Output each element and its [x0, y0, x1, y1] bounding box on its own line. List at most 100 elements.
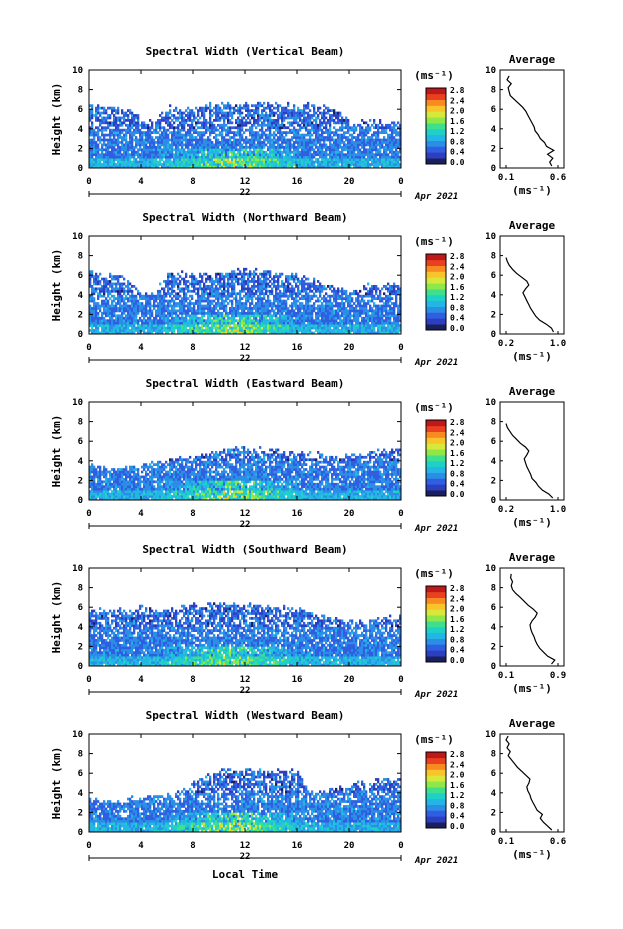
heatmap-cell [125, 155, 128, 159]
heatmap-cell [187, 287, 190, 291]
heatmap-cell [247, 280, 250, 283]
heatmap-cell [185, 114, 188, 117]
heatmap-cell [205, 119, 208, 122]
heatmap-cell [135, 307, 138, 310]
heatmap-cell [269, 270, 272, 274]
heatmap-cell [195, 329, 198, 332]
heatmap-cell [311, 114, 314, 117]
heatmap-cell [133, 311, 136, 315]
heatmap-cell [269, 160, 272, 164]
heatmap-cell [233, 316, 236, 320]
heatmap-cell [255, 109, 258, 112]
heatmap-cell [249, 324, 252, 327]
heatmap-cell [307, 114, 310, 117]
heatmap-cell [173, 319, 176, 323]
heatmap-cell [121, 316, 124, 320]
heatmap-cell [229, 282, 232, 286]
heatmap-cell [357, 163, 360, 166]
heatmap-cell [223, 143, 226, 147]
heatmap-cell [189, 119, 192, 122]
heatmap-cell [247, 116, 250, 120]
heatmap-cell [247, 285, 250, 288]
heatmap-cell [283, 123, 286, 127]
heatmap-cell [187, 319, 190, 323]
heatmap-cell [101, 285, 104, 288]
heatmap-cell [177, 304, 180, 308]
heatmap-cell [357, 143, 360, 147]
heatmap-cell [125, 165, 128, 169]
heatmap-cell [353, 148, 356, 152]
heatmap-cell [191, 316, 194, 320]
heatmap-cell [279, 285, 282, 288]
heatmap-cell [217, 104, 220, 108]
heatmap-cell [133, 123, 136, 127]
heatmap-cell [255, 163, 258, 166]
heatmap-cell [235, 299, 238, 303]
heatmap-cell [327, 133, 330, 137]
heatmap-cell [189, 153, 192, 157]
heatmap-cell [351, 163, 354, 166]
heatmap-cell [171, 314, 174, 318]
heatmap-cell [355, 165, 358, 169]
heatmap-cell [257, 160, 260, 164]
heatmap-cell [127, 309, 130, 313]
heatmap-cell [117, 275, 120, 278]
heatmap-cell [193, 114, 196, 117]
heatmap-cell [195, 319, 198, 323]
heatmap-cell [153, 165, 156, 169]
heatmap-cell [281, 294, 284, 298]
heatmap-cell [189, 324, 192, 327]
heatmap-cell [167, 272, 170, 276]
heatmap-cell [263, 275, 266, 278]
heatmap-cell [391, 138, 394, 142]
heatmap-cell [369, 141, 372, 144]
heatmap-cell [379, 143, 382, 147]
heatmap-cell [201, 304, 204, 308]
heatmap-cell [285, 126, 288, 130]
heatmap-cell [137, 119, 140, 122]
heatmap-cell [131, 285, 134, 288]
heatmap-cell [189, 114, 192, 117]
heatmap-cell [95, 319, 98, 323]
heatmap-cell [233, 272, 236, 276]
heatmap-cell [241, 119, 244, 122]
heatmap-cell [277, 311, 280, 315]
heatmap-cell [345, 165, 348, 169]
heatmap-cell [139, 302, 142, 305]
heatmap-cell [271, 153, 274, 157]
heatmap-cell [275, 133, 278, 137]
heatmap-cell [185, 275, 188, 278]
heatmap-cell [257, 321, 260, 325]
heatmap-cell [303, 165, 306, 169]
heatmap-cell [397, 155, 400, 159]
heatmap-cell [231, 160, 234, 164]
heatmap-cell [159, 326, 162, 330]
heatmap-cell [399, 143, 402, 147]
heatmap-cell [211, 158, 214, 161]
heatmap-cell [201, 299, 204, 303]
heatmap-cell [251, 329, 254, 332]
heatmap-cell [343, 163, 346, 166]
heatmap-cell [145, 148, 148, 152]
heatmap-cell [115, 133, 118, 137]
heatmap-cell [279, 324, 282, 327]
heatmap-cell [203, 272, 206, 276]
heatmap-cell [351, 148, 354, 152]
heatmap-cell [229, 163, 232, 166]
heatmap-cell [167, 148, 170, 152]
heatmap-cell [145, 165, 148, 169]
heatmap-cell [215, 304, 218, 308]
heatmap-cell [227, 165, 230, 169]
heatmap-cell [93, 128, 96, 132]
heatmap-cell [391, 121, 394, 125]
heatmap-cell [247, 111, 250, 115]
heatmap-cell [259, 123, 262, 127]
heatmap-cell [179, 304, 182, 308]
heatmap-cell [265, 331, 268, 335]
heatmap-cell [345, 160, 348, 164]
heatmap-cell [297, 109, 300, 112]
heatmap-cell [361, 141, 364, 144]
heatmap-cell [203, 150, 206, 154]
heatmap-cell [215, 297, 218, 300]
heatmap-cell [303, 121, 306, 125]
